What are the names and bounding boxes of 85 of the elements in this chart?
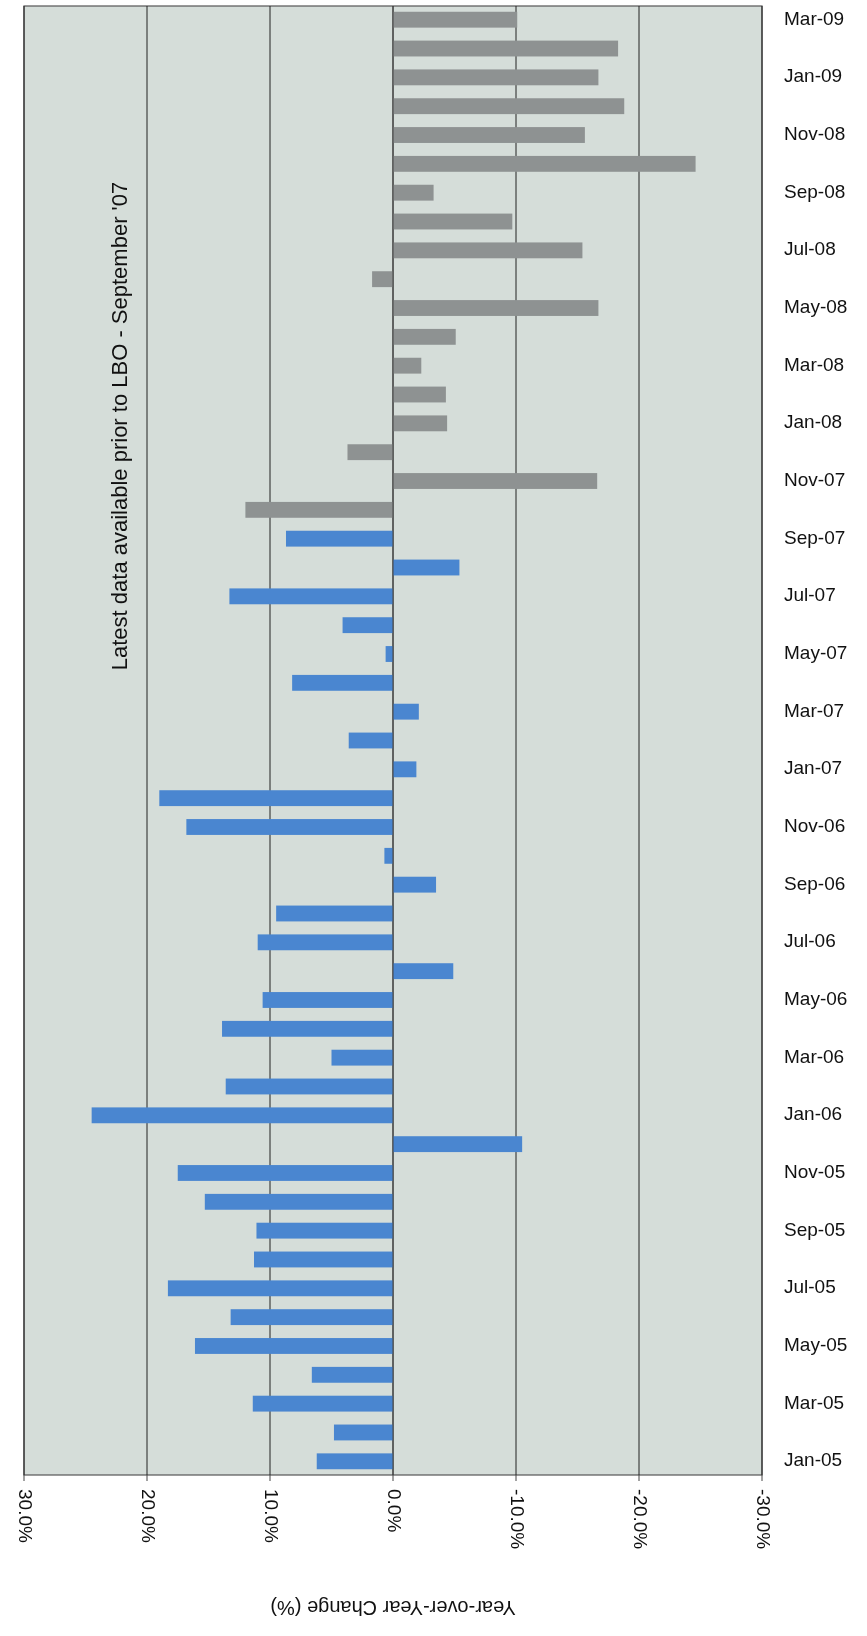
- bar: [159, 790, 393, 807]
- x-tick-label: -20.0%: [629, 1489, 651, 1550]
- bar: [393, 1136, 523, 1153]
- bar: [186, 819, 393, 835]
- y-tick-label: Jul-08: [784, 238, 836, 260]
- bar: [384, 847, 393, 864]
- x-tick-label: 30.0%: [14, 1489, 36, 1543]
- y-tick-label: May-05: [784, 1333, 848, 1355]
- bar: [393, 127, 585, 143]
- x-tick-label: -30.0%: [752, 1489, 774, 1550]
- bar: [393, 155, 696, 172]
- bar: [311, 1366, 393, 1383]
- bar: [393, 559, 460, 576]
- bar: [225, 1078, 393, 1095]
- bar: [292, 674, 393, 691]
- y-tick-label: Mar-08: [784, 353, 845, 375]
- y-tick-label: Mar-09: [784, 7, 845, 29]
- y-tick-label: Jul-05: [784, 1276, 836, 1298]
- bar: [393, 69, 599, 86]
- y-tick-label: Jan-07: [784, 757, 843, 779]
- bar: [342, 617, 393, 634]
- bar: [252, 1395, 393, 1412]
- bar: [276, 905, 393, 922]
- y-tick-label: Nov-06: [784, 815, 846, 837]
- bar: [229, 588, 393, 605]
- y-tick-label: Mar-06: [784, 1045, 845, 1067]
- y-tick-label: Mar-07: [784, 699, 845, 721]
- bar: [256, 1222, 393, 1239]
- bar: [257, 934, 393, 951]
- bar: [393, 98, 625, 115]
- y-tick-label: Jan-09: [784, 65, 843, 87]
- y-tick-label: May-07: [784, 642, 848, 664]
- bar: [393, 415, 448, 432]
- x-axis-title: Year-over-Year Change (%): [270, 1596, 516, 1619]
- bar: [393, 386, 446, 403]
- y-tick-label: Jul-06: [784, 930, 836, 952]
- y-tick-label: Nov-07: [784, 469, 846, 491]
- y-tick-label: Jan-08: [784, 411, 843, 433]
- bar: [393, 761, 417, 778]
- x-tick-label: -10.0%: [506, 1489, 528, 1550]
- bar: [393, 963, 454, 980]
- y-tick-label: Sep-08: [784, 180, 846, 202]
- bar: [316, 1453, 393, 1470]
- bar: [348, 732, 393, 749]
- y-tick-label: Sep-07: [784, 526, 846, 548]
- bar: [393, 357, 422, 374]
- bar: [204, 1193, 393, 1210]
- bar: [393, 213, 513, 230]
- y-tick-label: Jan-06: [784, 1103, 843, 1125]
- y-tick-label: May-06: [784, 988, 848, 1010]
- bar: [393, 473, 598, 489]
- y-tick-label: Sep-05: [784, 1218, 846, 1240]
- x-tick-label: 20.0%: [137, 1489, 159, 1543]
- bar: [393, 300, 599, 316]
- bar: [393, 703, 419, 720]
- bar: [393, 40, 619, 57]
- bar: [167, 1280, 393, 1297]
- bar: [347, 444, 393, 461]
- bar: [194, 1338, 393, 1354]
- x-tick-label: 10.0%: [260, 1489, 282, 1543]
- bar: [333, 1424, 393, 1441]
- bar: [222, 1020, 393, 1037]
- x-tick-label: 0.0%: [383, 1489, 405, 1533]
- bar: [91, 1107, 393, 1124]
- y-tick-label: Sep-06: [784, 872, 846, 894]
- bar: [393, 184, 434, 201]
- bar: [245, 501, 393, 518]
- y-tick-label: Nov-08: [784, 123, 846, 145]
- bar: [262, 992, 393, 1008]
- annotation: Latest data available prior to LBO - September '07: [107, 181, 133, 671]
- y-tick-label: Nov-05: [784, 1161, 846, 1182]
- bar: [393, 11, 518, 28]
- bar: [393, 242, 583, 259]
- bar: [393, 328, 456, 345]
- y-tick-label: Jan-05: [784, 1449, 843, 1471]
- y-tick-label: May-08: [784, 296, 848, 318]
- bar: [393, 876, 437, 893]
- bar: [372, 271, 393, 288]
- bar: [230, 1309, 393, 1326]
- y-tick-label: Jul-07: [784, 584, 836, 606]
- bar: [254, 1251, 393, 1268]
- y-tick-label: Mar-05: [784, 1391, 845, 1413]
- bar: [177, 1165, 393, 1181]
- bar: [331, 1049, 393, 1066]
- bar: [285, 530, 393, 547]
